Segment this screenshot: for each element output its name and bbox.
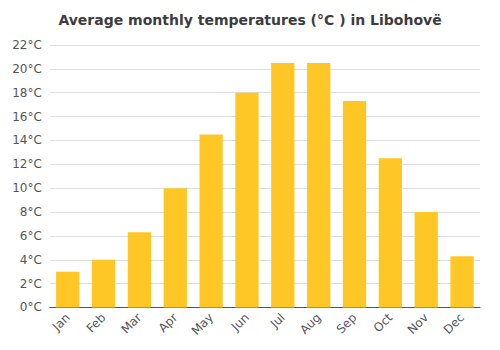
- svg-text:18°C: 18°C: [12, 86, 42, 100]
- svg-text:8°C: 8°C: [20, 205, 42, 219]
- svg-text:20°C: 20°C: [12, 62, 42, 76]
- svg-text:Mar: Mar: [118, 310, 144, 336]
- svg-text:Nov: Nov: [405, 311, 431, 337]
- svg-text:6°C: 6°C: [20, 229, 42, 243]
- svg-text:Jul: Jul: [267, 311, 288, 332]
- svg-text:Sep: Sep: [334, 311, 360, 337]
- svg-text:12°C: 12°C: [12, 157, 42, 171]
- svg-text:Oct: Oct: [371, 310, 396, 335]
- svg-text:10°C: 10°C: [12, 181, 42, 195]
- svg-text:Jan: Jan: [49, 311, 73, 335]
- svg-text:22°C: 22°C: [12, 38, 42, 52]
- svg-text:14°C: 14°C: [12, 133, 42, 147]
- svg-text:Dec: Dec: [441, 311, 467, 337]
- svg-text:4°C: 4°C: [20, 253, 42, 267]
- svg-text:Feb: Feb: [84, 311, 109, 336]
- svg-text:May: May: [189, 311, 216, 338]
- svg-text:Jun: Jun: [228, 311, 252, 335]
- svg-text:16°C: 16°C: [12, 110, 42, 124]
- svg-text:0°C: 0°C: [20, 300, 42, 314]
- svg-text:Average monthly temperatures (: Average monthly temperatures (°C ) in Li…: [58, 12, 441, 28]
- svg-text:Apr: Apr: [156, 310, 181, 335]
- svg-text:2°C: 2°C: [20, 277, 42, 291]
- svg-text:Aug: Aug: [297, 311, 323, 337]
